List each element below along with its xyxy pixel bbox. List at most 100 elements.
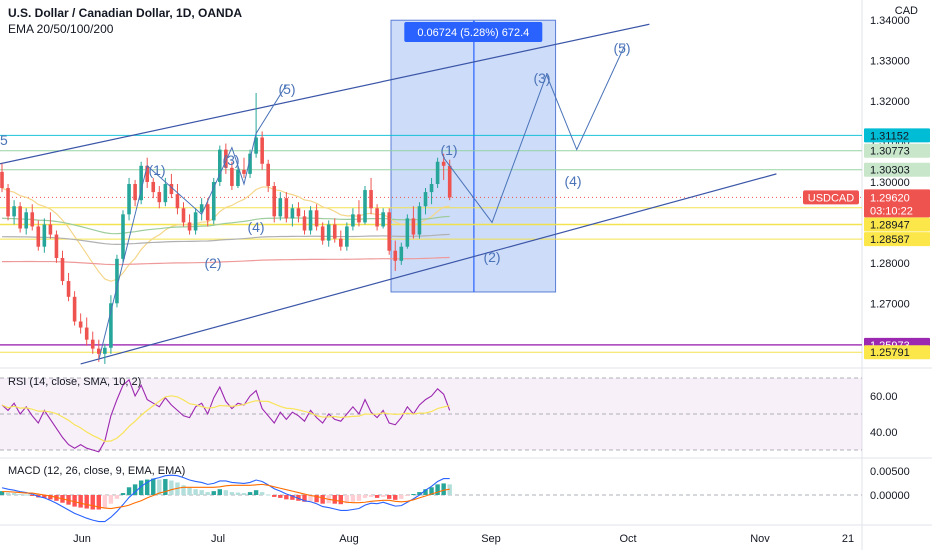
channel-lower-line <box>80 173 777 365</box>
candle-body <box>84 327 89 340</box>
macd-histogram-bar <box>132 484 138 495</box>
macd-histogram-bar <box>302 495 307 502</box>
macd-histogram-bar <box>284 495 289 500</box>
price-level-tag-label: 1.30773 <box>870 146 910 158</box>
macd-histogram-bar <box>126 487 132 495</box>
candle-body <box>339 238 343 247</box>
candle-body <box>254 137 258 154</box>
candle-body <box>90 339 95 349</box>
countdown-label: 03:10:22 <box>870 205 913 217</box>
macd-histogram-bar <box>417 492 422 495</box>
macd-histogram-bar <box>151 478 156 495</box>
time-axis-label: 21 <box>842 533 854 545</box>
candle-body <box>381 212 385 227</box>
candle-body <box>24 212 28 229</box>
rsi-ma-line <box>1 395 450 442</box>
candle-body <box>60 258 65 282</box>
macd-histogram-bar <box>393 495 398 500</box>
candle-body <box>423 192 428 207</box>
candle-body <box>369 190 373 209</box>
price-level-tag-label: 1.31152 <box>870 130 909 142</box>
candle-body <box>302 216 307 231</box>
macd-histogram-bar <box>235 492 241 495</box>
macd-histogram-bar <box>90 495 95 510</box>
candle-body <box>199 204 204 213</box>
candle-body <box>320 226 325 241</box>
wave-label: 5 <box>0 132 8 148</box>
candle-body <box>332 224 337 239</box>
price-level-tag-label: 1.28587 <box>870 234 910 246</box>
wave-path-projection <box>443 44 626 224</box>
wave-label: (3) <box>533 70 550 86</box>
candle-body <box>351 214 355 227</box>
candle-body <box>387 212 391 251</box>
macd-histogram-bar <box>435 484 440 495</box>
macd-histogram-bar <box>187 487 192 495</box>
channel-upper-line <box>0 23 650 165</box>
candle-body <box>145 165 149 182</box>
macd-histogram-bar <box>429 487 434 495</box>
macd-histogram-bar <box>362 495 368 498</box>
wave-label: (3) <box>222 152 239 168</box>
macd-histogram-bar <box>217 489 222 495</box>
price-level-tag <box>864 128 930 143</box>
macd-histogram-bar <box>259 492 265 495</box>
candle-body <box>78 321 83 328</box>
macd-histogram-bar <box>266 494 271 496</box>
candle-body <box>66 281 71 297</box>
symbol-tag <box>803 190 859 205</box>
candle-body <box>211 181 216 221</box>
macd-histogram-bar <box>350 495 356 502</box>
price-level-tag-label: 1.28947 <box>870 220 910 232</box>
candle-body <box>272 186 277 217</box>
candle-body <box>109 303 113 348</box>
macd-histogram-bar <box>11 493 17 495</box>
candle-body <box>284 198 289 219</box>
macd-histogram-bar <box>380 495 386 497</box>
macd-histogram-bar <box>169 480 174 495</box>
candle-body <box>429 184 434 193</box>
macd-histogram-bar <box>96 495 101 510</box>
last-price-tag <box>864 189 930 218</box>
macd-histogram-bar <box>308 495 313 502</box>
macd-histogram-bar <box>114 495 120 499</box>
wave-label: (4) <box>564 173 581 189</box>
macd-histogram-bar <box>290 495 295 500</box>
candle-body <box>157 192 162 203</box>
macd-histogram-bar <box>17 494 23 496</box>
candle-body <box>357 214 361 223</box>
wave-label: (5) <box>613 40 630 56</box>
candle-body <box>163 184 168 203</box>
ema-100-line <box>1 233 450 245</box>
candle-body <box>248 153 252 174</box>
macd-axis-tick: 0.00000 <box>870 490 910 502</box>
ema-50-line <box>1 215 450 235</box>
time-axis-label: Aug <box>339 533 359 545</box>
macd-histogram-bar <box>138 480 144 495</box>
macd-histogram-bar <box>108 495 114 504</box>
time-axis-label: Sep <box>481 533 501 545</box>
macd-histogram-bar <box>338 495 343 505</box>
price-level-tag <box>864 143 930 158</box>
time-axis-label: Nov <box>750 533 770 545</box>
macd-histogram-bar <box>78 495 83 508</box>
candle-body <box>18 206 22 229</box>
candle-body <box>296 208 301 217</box>
macd-histogram-bar <box>272 495 277 497</box>
candle-body <box>435 161 440 184</box>
candle-body <box>169 184 174 195</box>
macd-histogram-bar <box>441 483 446 495</box>
macd-histogram-bar <box>102 495 108 509</box>
macd-histogram-bar <box>181 485 186 495</box>
wave-label: (2) <box>204 255 221 271</box>
measure-label-box <box>404 22 543 42</box>
ema-200-line <box>1 256 450 266</box>
macd-histogram-bar <box>48 495 53 500</box>
ema-20-line <box>1 186 450 282</box>
macd-histogram-bar <box>374 495 380 498</box>
macd-histogram-bar <box>387 495 392 499</box>
candle-body <box>36 226 41 247</box>
candle-body <box>447 165 452 198</box>
candle-body <box>42 224 47 247</box>
